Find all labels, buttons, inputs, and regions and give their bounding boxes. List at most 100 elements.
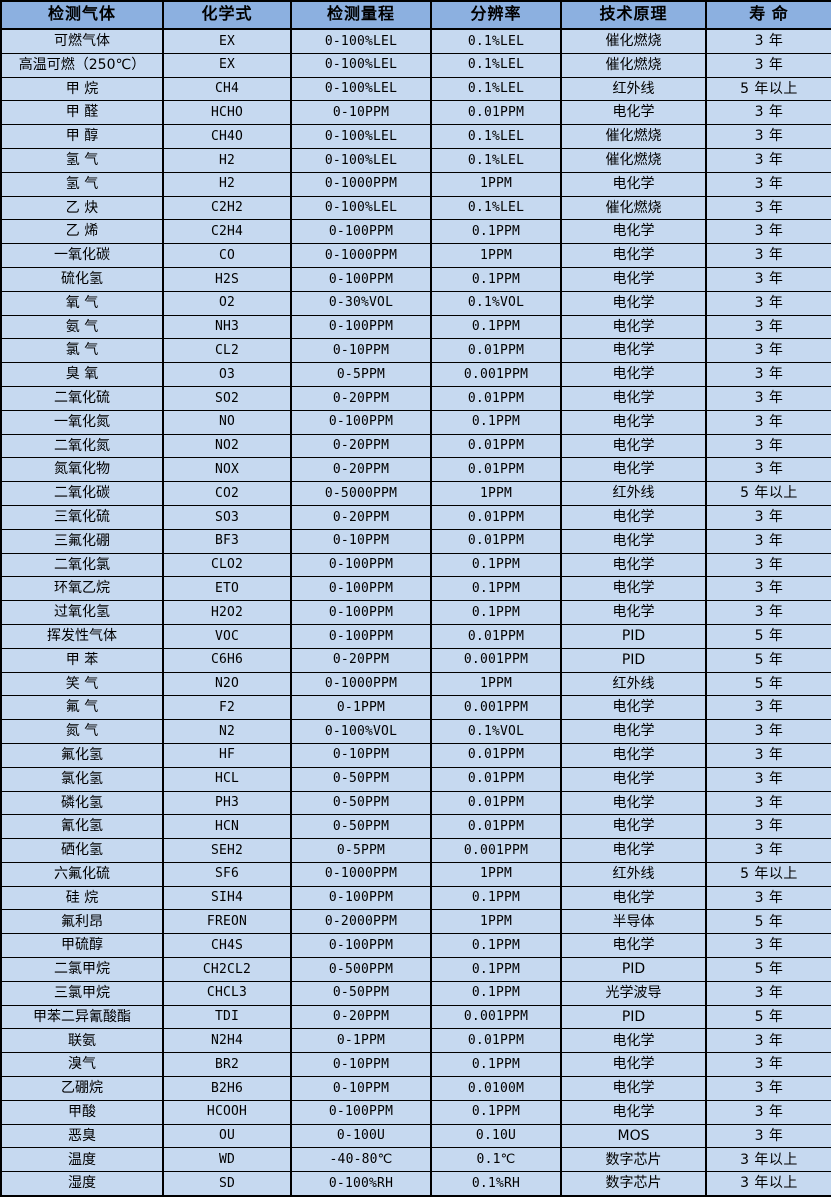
cell-range: 0-1000PPM [290, 861, 432, 887]
table-row: 甲 醇 CH4O 0-100%LEL 0.1%LEL 催化燃烧 3 年 [0, 124, 831, 149]
table-row: 高温可燃（250℃） EX 0-100%LEL 0.1%LEL 催化燃烧 3 年 [0, 52, 831, 78]
cell-range: 0-100%LEL [290, 124, 432, 149]
cell-principle: 电化学 [560, 457, 707, 483]
cell-formula: VOC [162, 623, 292, 649]
cell-principle: 电化学 [560, 171, 707, 197]
cell-formula: EX [162, 52, 292, 78]
cell-range: 0-20PPM [290, 385, 432, 411]
cell-resolution: 0.001PPM [430, 695, 562, 721]
cell-life: 3 年 [705, 742, 831, 768]
table-row: 氮 气 N2 0-100%VOL 0.1%VOL 电化学 3 年 [0, 719, 831, 744]
cell-range: 0-5000PPM [290, 481, 432, 506]
cell-gas: 甲苯二异氰酸酯 [0, 1004, 164, 1030]
cell-range: 0-10PPM [290, 528, 432, 554]
cell-life: 3 年 [705, 362, 831, 387]
cell-life: 3 年以上 [705, 1147, 831, 1173]
table-row: 磷化氢 PH3 0-50PPM 0.01PPM 电化学 3 年 [0, 790, 831, 816]
cell-principle: 电化学 [560, 790, 707, 816]
cell-gas: 硅 烷 [0, 885, 164, 911]
cell-principle: 电化学 [560, 1076, 707, 1101]
cell-principle: 电化学 [560, 719, 707, 744]
cell-formula: PH3 [162, 790, 292, 816]
cell-life: 5 年 [705, 957, 831, 982]
cell-range: 0-100%LEL [290, 147, 432, 173]
cell-life: 3 年 [705, 766, 831, 792]
cell-principle: 红外线 [560, 481, 707, 506]
cell-principle: MOS [560, 1123, 707, 1149]
cell-range: 0-30%VOL [290, 290, 432, 316]
cell-life: 3 年 [705, 719, 831, 744]
cell-gas: 挥发性气体 [0, 623, 164, 649]
cell-range: 0-100U [290, 1123, 432, 1149]
cell-gas: 甲 醇 [0, 124, 164, 149]
table-row: 挥发性气体 VOC 0-100PPM 0.01PPM PID 5 年 [0, 623, 831, 649]
cell-range: 0-50PPM [290, 814, 432, 840]
cell-principle: PID [560, 623, 707, 649]
cell-formula: CH4 [162, 76, 292, 102]
cell-range: 0-100PPM [290, 576, 432, 602]
cell-resolution: 0.1PPM [430, 933, 562, 959]
cell-resolution: 0.1%LEL [430, 28, 562, 54]
cell-range: 0-20PPM [290, 1004, 432, 1030]
cell-resolution: 0.1PPM [430, 885, 562, 911]
cell-principle: 催化燃烧 [560, 28, 707, 54]
cell-gas: 氢 气 [0, 147, 164, 173]
cell-range: 0-100PPM [290, 933, 432, 959]
cell-resolution: 0.1PPM [430, 1099, 562, 1125]
cell-gas: 二氯甲烷 [0, 957, 164, 982]
cell-formula: N2H4 [162, 1028, 292, 1054]
cell-gas: 硒化氢 [0, 838, 164, 863]
cell-resolution: 0.1%LEL [430, 124, 562, 149]
cell-gas: 二氧化硫 [0, 385, 164, 411]
cell-formula: BF3 [162, 528, 292, 554]
cell-life: 3 年 [705, 1028, 831, 1054]
cell-resolution: 0.001PPM [430, 838, 562, 863]
cell-resolution: 0.1%RH [430, 1171, 562, 1197]
cell-range: 0-10PPM [290, 1076, 432, 1101]
cell-life: 3 年以上 [705, 1171, 831, 1197]
cell-formula: H2 [162, 147, 292, 173]
cell-principle: 电化学 [560, 552, 707, 578]
cell-life: 3 年 [705, 124, 831, 149]
cell-resolution: 0.1PPM [430, 957, 562, 982]
cell-resolution: 0.1PPM [430, 266, 562, 292]
table-row: 甲 醛 HCHO 0-10PPM 0.01PPM 电化学 3 年 [0, 100, 831, 126]
cell-principle: 电化学 [560, 933, 707, 959]
cell-life: 3 年 [705, 1123, 831, 1149]
cell-range: 0-20PPM [290, 504, 432, 530]
cell-formula: SO2 [162, 385, 292, 411]
cell-principle: 电化学 [560, 290, 707, 316]
cell-resolution: 0.001PPM [430, 647, 562, 673]
table-row: 联氨 N2H4 0-1PPM 0.01PPM 电化学 3 年 [0, 1028, 831, 1054]
table-row: 乙 烯 C2H4 0-100PPM 0.1PPM 电化学 3 年 [0, 219, 831, 245]
cell-gas: 甲 醛 [0, 100, 164, 126]
cell-formula: NH3 [162, 314, 292, 340]
cell-resolution: 0.1PPM [430, 552, 562, 578]
cell-formula: WD [162, 1147, 292, 1173]
cell-life: 3 年 [705, 52, 831, 78]
column-header-range: 检测量程 [290, 0, 432, 30]
table-header-row: 检测气体 化学式 检测量程 分辨率 技术原理 寿 命 [0, 0, 831, 30]
cell-principle: 电化学 [560, 433, 707, 459]
cell-life: 3 年 [705, 457, 831, 483]
table-row: 恶臭 OU 0-100U 0.10U MOS 3 年 [0, 1123, 831, 1149]
cell-range: 0-100PPM [290, 1099, 432, 1125]
cell-life: 3 年 [705, 1076, 831, 1101]
cell-life: 3 年 [705, 219, 831, 245]
cell-range: 0-10PPM [290, 338, 432, 364]
table-row: 湿度 SD 0-100%RH 0.1%RH 数字芯片 3 年以上 [0, 1171, 831, 1197]
cell-principle: 电化学 [560, 1028, 707, 1054]
cell-gas: 笑 气 [0, 671, 164, 697]
cell-range: 0-1000PPM [290, 171, 432, 197]
cell-principle: 红外线 [560, 861, 707, 887]
cell-range: 0-1PPM [290, 695, 432, 721]
table-header: 检测气体 化学式 检测量程 分辨率 技术原理 寿 命 [0, 0, 831, 30]
cell-gas: 三氧化硫 [0, 504, 164, 530]
cell-life: 3 年 [705, 504, 831, 530]
cell-resolution: 0.01PPM [430, 457, 562, 483]
cell-life: 3 年 [705, 147, 831, 173]
cell-gas: 可燃气体 [0, 28, 164, 54]
cell-resolution: 0.01PPM [430, 814, 562, 840]
cell-principle: 电化学 [560, 504, 707, 530]
cell-life: 5 年 [705, 671, 831, 697]
